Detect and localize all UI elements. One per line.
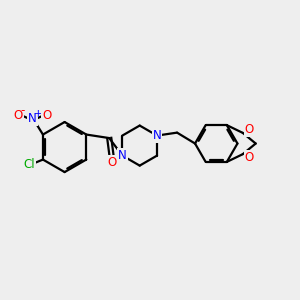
Text: O: O xyxy=(42,110,51,122)
Text: O: O xyxy=(14,110,23,122)
Text: O: O xyxy=(107,156,116,169)
Text: +: + xyxy=(34,109,42,119)
Text: N: N xyxy=(153,129,161,142)
Text: Cl: Cl xyxy=(24,158,35,171)
Text: N: N xyxy=(118,149,127,162)
Text: O: O xyxy=(244,123,254,136)
Text: O: O xyxy=(244,151,254,164)
Text: N: N xyxy=(28,112,37,125)
Text: -: - xyxy=(20,104,25,117)
